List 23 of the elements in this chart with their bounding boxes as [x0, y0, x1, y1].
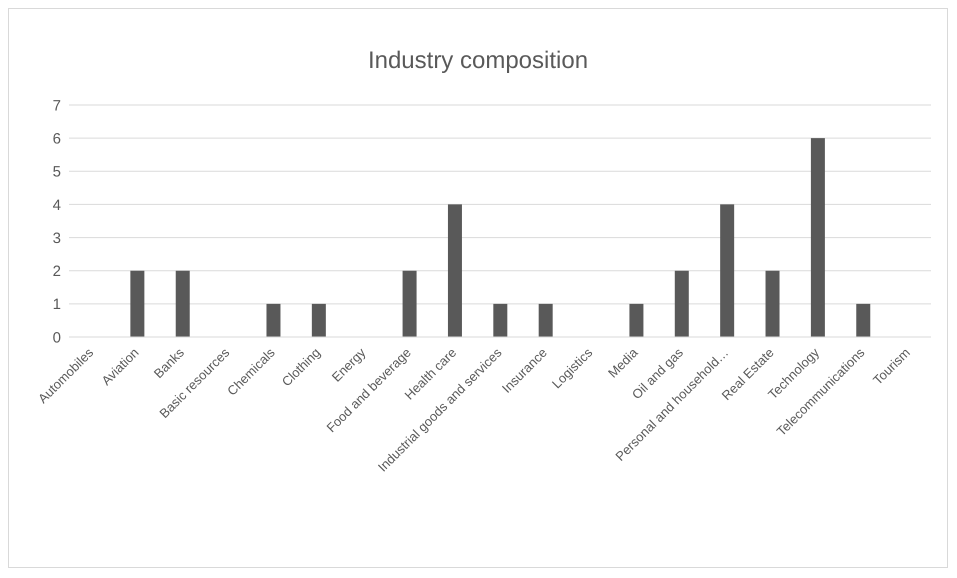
y-tick-label: 5: [52, 164, 61, 181]
bar: [538, 304, 553, 337]
y-tick-label: 0: [52, 329, 61, 346]
bar: [130, 270, 144, 337]
bar: [856, 304, 870, 337]
bar: [810, 138, 825, 337]
bar: [402, 270, 417, 337]
bar: [720, 204, 734, 337]
bar: [266, 304, 280, 337]
chart-title: Industry composition: [366, 46, 590, 76]
y-tick-label: 1: [52, 296, 61, 314]
bar: [448, 204, 462, 337]
bar: [674, 270, 689, 337]
y-tick-label: 2: [52, 263, 61, 280]
y-tick-label: 3: [52, 230, 61, 247]
bar: [629, 304, 644, 337]
bar: [312, 304, 326, 337]
y-tick-label: 4: [52, 196, 61, 214]
y-tick-label: 6: [52, 130, 61, 148]
bar: [766, 270, 780, 337]
bar: [176, 270, 190, 337]
y-tick-label: 7: [52, 97, 61, 114]
bar: [493, 304, 508, 337]
